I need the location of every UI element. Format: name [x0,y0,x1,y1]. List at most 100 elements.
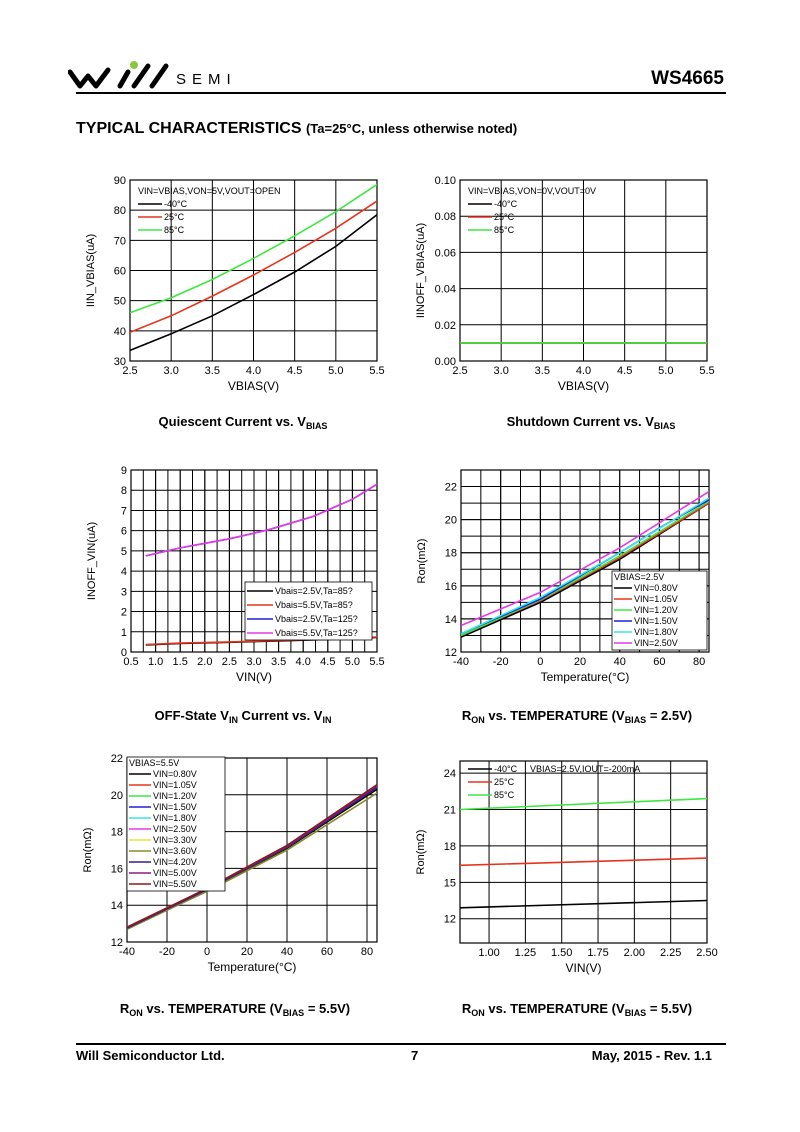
legend-entry: VIN=1.50V [153,802,197,812]
series-line-5 [461,490,709,627]
series-group [461,490,709,638]
y-tick-label: 20 [445,515,457,527]
y-tick-label: 12 [444,914,456,926]
legend-entry: -40°C [494,764,518,774]
x-tick-label: -40 [119,946,135,958]
chart-annotation: VIN=VBIAS,VON=0V,VOUT=0V [468,186,596,196]
x-tick-label: 3.5 [535,365,550,377]
x-tick-label: 4.0 [576,365,591,377]
section-title: TYPICAL CHARACTERISTICS [76,120,302,137]
chart-svg: 0.5 1.0 1.5 2.0 2.5 3.0 3.5 4.0 4.5 5.0 5.5 0 1 2 3 4 5 6… [86,465,385,684]
legend-entry: 85°C [164,225,185,235]
series-line-2 [460,797,707,811]
series-line-1 [460,857,707,867]
x-axis-label: VIN(V) [236,670,272,684]
legend: Vbais=2.5V,Ta=85? Vbais=5.5V,Ta=85? Vbais=… [244,581,373,641]
footer-rule [76,1043,726,1045]
legend-entry: VIN=1.80V [153,813,197,823]
y-tick-label: 8 [121,485,127,497]
x-tick-label: 1.5 [173,656,188,668]
y-gridlines [460,772,707,920]
chart-quiescent-current: 2.5 3.0 3.5 4.0 4.5 5.0 5.5 30 40 50 60 70 80 90 VBIAS… [80,168,410,398]
legend-entry: 25°C [164,212,185,222]
y-tick-label: 12 [445,647,457,659]
chart-ron-vs-temp-vbias25: -40 -20 0 20 40 60 80 12 14 16 18 20 22 Temperature(°… [400,460,730,690]
legend-entry: VIN=0.80V [153,769,197,779]
series-group [460,797,707,909]
y-tick-label: 14 [111,900,123,912]
legend-entry: VIN=1.05V [153,780,197,790]
brand-text: SEMI [176,71,237,88]
legend-box [126,756,226,892]
legend-entry: 25°C [494,777,515,787]
y-axis-label: INOFF_VIN(uA) [86,522,98,600]
y-tick-label: 14 [445,614,457,626]
y-tick-label: 22 [111,753,123,765]
x-tick-label: 5.5 [369,656,384,668]
caption-ron-vin: RON vs. TEMPERATURE (VBIAS = 5.5V) [461,1001,693,1018]
will-semi-logo [68,61,169,89]
legend-entry: VIN=4.20V [153,857,197,867]
y-tick-label: 4 [121,566,127,578]
x-tick-label: 1.00 [478,947,499,959]
y-tick-label: 0.00 [435,356,456,368]
legend-entry: VIN=3.30V [153,835,197,845]
legend-entry: Vbais=2.5V,Ta=85? [275,586,353,596]
chart-annotation-boxed: VBIAS=2.5V [614,572,664,582]
legend-entry: -40°C [494,199,518,209]
series-line-0 [460,899,707,909]
x-tick-label: 5.0 [328,365,343,377]
y-tick-label: 0.10 [435,175,456,187]
x-tick-label: 2.0 [197,656,212,668]
legend-entry: Vbais=5.5V,Ta=85? [275,600,353,610]
chart-svg: 2.5 3.0 3.5 4.0 4.5 5.0 5.5 0.00 0.02 0.04 0.06 0.0… [415,175,715,393]
x-tick-label: 4.0 [246,365,261,377]
y-tick-label: 0.04 [435,284,456,296]
y-axis-label: IIN_VBIAS(uA) [85,234,97,307]
y-tick-label: 20 [111,790,123,802]
y-tick-label: 9 [121,465,127,477]
x-tick-label: 3.0 [164,365,179,377]
legend-entry: Vbais=5.5V,Ta=125? [275,628,358,638]
caption-ron-temp-25: RON vs. TEMPERATURE (VBIAS = 2.5V) [461,708,693,725]
x-axis-label: Temperature(°C) [541,670,630,684]
caption-shutdown-current: Shutdown Current vs. VBIAS [506,414,676,431]
y-axis-label: Ron(mΩ) [416,539,428,584]
section-heading: TYPICAL CHARACTERISTICS (Ta=25°C, unless… [76,120,517,138]
plot-frame [459,179,708,362]
y-tick-label: 0.02 [435,320,456,332]
x-tick-label: 5.0 [345,656,360,668]
chart-annotation-boxed: VBIAS=5.5V [129,758,179,768]
y-tick-label: 16 [111,863,123,875]
x-tick-label: 60 [321,946,333,958]
caption-ron-temp-55: RON vs. TEMPERATURE (VBIAS = 5.5V) [119,1001,351,1018]
chart-svg: 1.00 1.25 1.50 1.75 2.00 2.25 2.50 12 15 18 21 24 VI… [415,760,718,975]
legend: -40°C 25°C 85°C [138,199,188,235]
plot-frame [460,469,710,653]
x-tick-label: 80 [693,656,705,668]
x-tick-label: 0.5 [123,656,138,668]
x-tick-label: 1.75 [587,947,608,959]
x-tick-label: 3.5 [205,365,220,377]
x-tick-label: 4.5 [320,656,335,668]
section-note: (Ta=25°C, unless otherwise noted) [305,121,518,136]
y-tick-label: 50 [114,296,126,308]
x-tick-label: 1.0 [148,656,163,668]
x-tick-label: 3.0 [246,656,261,668]
y-tick-label: 0.08 [435,211,456,223]
y-tick-label: 16 [445,581,457,593]
y-tick-label: 18 [111,827,123,839]
legend-entry: -40°C [164,199,188,209]
footer-date-revision: May, 2015 - Rev. 1.1 [591,1048,712,1063]
legend-entry: 85°C [494,790,515,800]
chart-annotation: VBIAS=2.5V,IOUT=-200mA [530,764,640,774]
x-tick-label: 2.5 [122,365,137,377]
y-tick-label: 1 [121,627,127,639]
header-rule [76,92,726,94]
legend: -40°C 25°C 85°C [468,199,518,235]
chart-svg: -40 -20 0 20 40 60 80 12 14 16 18 20 22 Temperature(°… [416,469,710,684]
legend-entry: VIN=0.80V [634,583,678,593]
footer-company: Will Semiconductor Ltd. [76,1048,225,1063]
plot-frame [459,760,708,944]
y-tick-label: 90 [114,175,126,187]
